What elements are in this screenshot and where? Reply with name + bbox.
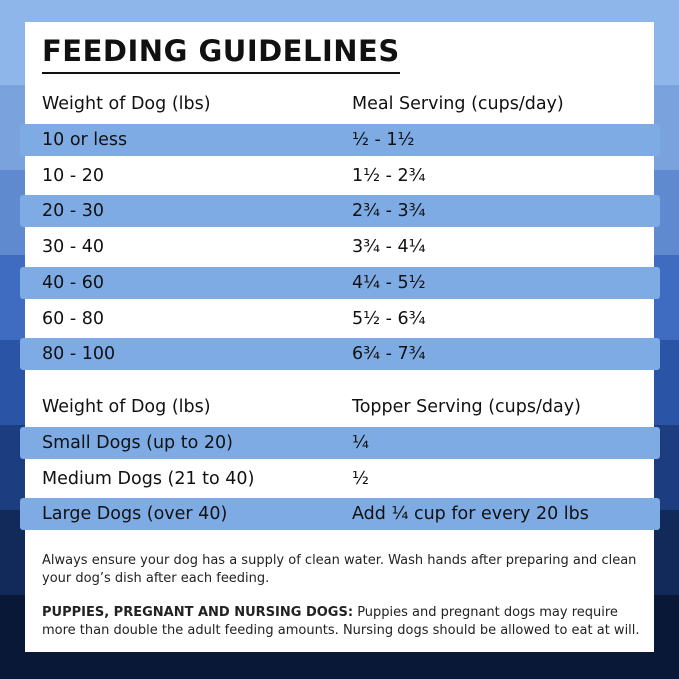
title: FEEDING GUIDELINES [42, 34, 400, 74]
header-cell: Meal Serving (cups/day) [352, 94, 564, 114]
table-row: Large Dogs (over 40) Add ¼ cup for every … [20, 498, 660, 531]
cell: ½ [352, 468, 369, 489]
cell: Medium Dogs (21 to 40) [42, 468, 255, 489]
puppies-label: PUPPIES, PREGNANT AND NURSING DOGS: [42, 605, 354, 620]
table-row: 20 - 30 2¾ - 3¾ [20, 195, 660, 228]
cell: 3¾ - 4¼ [352, 237, 426, 258]
header-cell: Weight of Dog (lbs) [42, 397, 211, 417]
cell: 1½ - 2¾ [352, 165, 426, 186]
table-row: 10 or less ½ - 1½ [20, 124, 660, 156]
cell: 80 - 100 [42, 344, 116, 365]
cell: ½ - 1½ [352, 130, 415, 150]
table-row: 30 - 40 3¾ - 4¼ [20, 231, 660, 263]
cell: 40 - 60 [42, 272, 104, 293]
table-row: Small Dogs (up to 20) ¼ [20, 427, 660, 459]
cell: 30 - 40 [42, 237, 104, 258]
puppies-note: PUPPIES, PREGNANT AND NURSING DOGS: Pupp… [42, 604, 642, 640]
table-row: Medium Dogs (21 to 40) ½ [20, 463, 660, 495]
cell: Add ¼ cup for every 20 lbs [352, 504, 589, 525]
cell: 20 - 30 [42, 201, 104, 222]
table-header: Weight of Dog (lbs) Topper Serving (cups/… [20, 391, 660, 423]
cell: 2¾ - 3¾ [352, 201, 426, 222]
cell: 4¼ - 5½ [352, 272, 426, 293]
cell: 5½ - 6¾ [352, 308, 426, 329]
cell: Small Dogs (up to 20) [42, 433, 233, 453]
table-header: Weight of Dog (lbs) Meal Serving (cups/da… [20, 88, 660, 120]
cell: ¼ [352, 433, 369, 453]
cell: 60 - 80 [42, 308, 104, 329]
cell: 10 or less [42, 130, 128, 150]
header-cell: Weight of Dog (lbs) [42, 94, 211, 114]
table-row: 40 - 60 4¼ - 5½ [20, 266, 660, 299]
table-row: 10 - 20 1½ - 2¾ [20, 160, 660, 192]
cell: 10 - 20 [42, 165, 104, 186]
cell: 6¾ - 7¾ [352, 344, 426, 365]
note: Always ensure your dog has a supply of c… [42, 553, 637, 586]
header-cell: Topper Serving (cups/day) [352, 397, 581, 417]
cell: Large Dogs (over 40) [42, 504, 228, 525]
table-row: 80 - 100 6¾ - 7¾ [20, 338, 660, 371]
puppies-text: Puppies and pregnant dogs may require mo… [42, 605, 640, 638]
table-row: 60 - 80 5½ - 6¾ [20, 303, 660, 335]
